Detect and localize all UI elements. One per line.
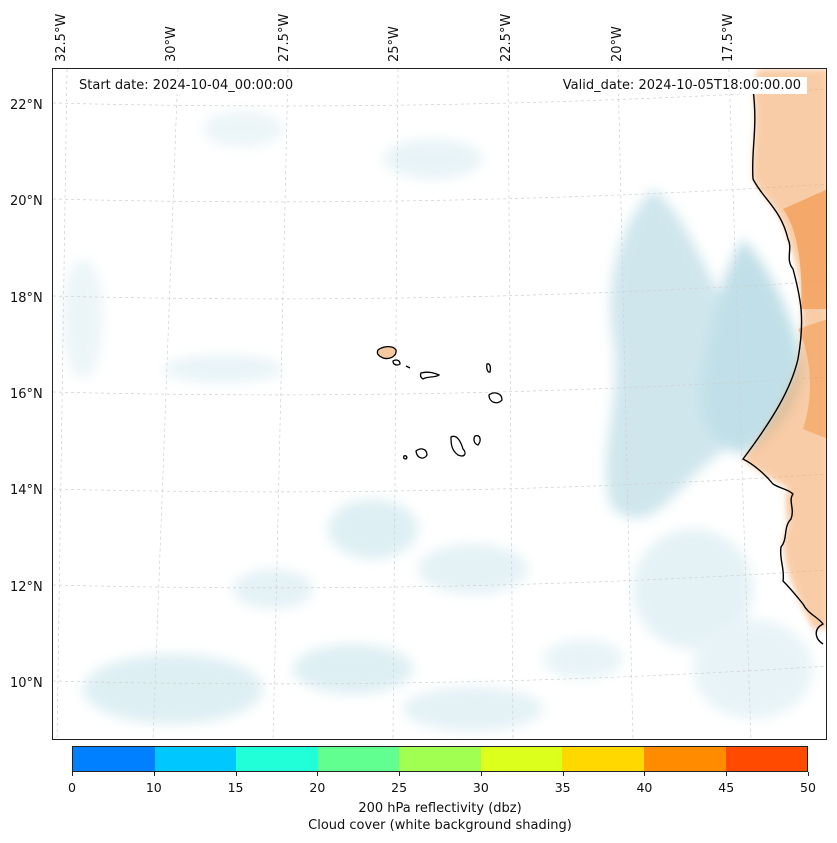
cloud-blob [633, 529, 753, 649]
island-fogo [415, 448, 428, 459]
colorbar-tick-label: 0 [68, 780, 76, 795]
lon-label-27-5w: 27.5°W [277, 13, 292, 62]
cloud-blob [83, 654, 263, 724]
colorbar-segment [317, 747, 400, 771]
lon-label-17-5w: 17.5°W [721, 13, 736, 62]
cloud-blob [693, 619, 813, 719]
colorbar-sublabel: Cloud cover (white background shading) [308, 818, 572, 833]
colorbar-segment [73, 747, 155, 771]
lon-label-25w: 25°W [387, 26, 402, 62]
colorbar-segment [399, 747, 481, 771]
start-date-label: Start date: 2024-10-04_00:00:00 [73, 77, 300, 94]
lat-label-10n: 10°N [10, 676, 43, 691]
colorbar-segment [236, 747, 318, 771]
colorbar-tick-label: 10 [145, 780, 162, 795]
valid-date-label: Valid_date: 2024-10-05T18:00:00.00 [556, 77, 807, 94]
island-boa-vista [488, 392, 503, 404]
map-canvas [53, 69, 826, 739]
cloud-blob [418, 544, 528, 594]
colorbar-tickmark [726, 772, 728, 776]
lon-label-20w: 20°W [610, 26, 625, 62]
island-sao-nicolau [419, 371, 441, 380]
colorbar-tick-label: 50 [800, 780, 816, 795]
gridlines [53, 69, 826, 739]
lat-label-18n: 18°N [10, 291, 43, 306]
lat-label-16n: 16°N [10, 387, 43, 402]
colorbar-tickmark [480, 772, 482, 776]
colorbar-segment [480, 747, 563, 771]
lat-label-12n: 12°N [10, 580, 43, 595]
cloud-blob [328, 499, 418, 559]
colorbar-segment [562, 747, 644, 771]
map-panel[interactable] [52, 68, 827, 740]
island-maio [473, 434, 481, 446]
colorbar-tickmark [399, 772, 401, 776]
lon-label-22-5w: 22.5°W [499, 13, 514, 62]
island-santo-antao [376, 345, 397, 360]
colorbar-label: 200 hPa reflectivity (dbz) [358, 801, 522, 816]
colorbar-tickmark [72, 772, 73, 776]
lat-label-22n: 22°N [10, 98, 43, 113]
cape-verde-islands [376, 345, 503, 460]
cloud-blob [203, 111, 283, 147]
cloud-blob [383, 139, 483, 179]
colorbar-segment [725, 747, 808, 771]
cloud-region-coast [700, 239, 803, 454]
colorbar-tick-label: 45 [718, 780, 735, 795]
colorbar-tickmark [317, 772, 319, 776]
cloud-blob [293, 644, 413, 694]
colorbar-tickmark [808, 772, 809, 776]
cloud-blob [163, 355, 283, 383]
colorbar-tick-label: 30 [472, 780, 489, 795]
lon-label-32-5w: 32.5°W [54, 13, 69, 62]
colorbar-tickmark [235, 772, 237, 776]
island-sal [486, 363, 492, 373]
colorbar-tick-label: 20 [309, 780, 326, 795]
cloud-blob [403, 687, 543, 731]
lat-label-20n: 20°N [10, 194, 43, 209]
colorbar-tickmark [644, 772, 646, 776]
colorbar-segment [643, 747, 726, 771]
cloud-blob [233, 569, 313, 609]
colorbar-segment [154, 747, 237, 771]
colorbar [72, 746, 808, 772]
colorbar-tickmark [153, 772, 155, 776]
island-santa-luzia [405, 365, 411, 369]
africa-land [741, 69, 826, 645]
lat-label-14n: 14°N [10, 483, 43, 498]
island-santiago [450, 435, 466, 457]
colorbar-tickmark [562, 772, 564, 776]
cloud-blob [543, 639, 623, 679]
cloud-shading [63, 111, 813, 731]
island-sao-vicente [392, 359, 401, 366]
lon-label-30w: 30°W [164, 26, 179, 62]
colorbar-tick-label: 15 [227, 780, 244, 795]
island-brava [402, 455, 408, 460]
colorbar-tick-label: 35 [554, 780, 571, 795]
colorbar-tick-label: 25 [391, 780, 408, 795]
cloud-blob [63, 259, 103, 379]
colorbar-tick-label: 40 [636, 780, 653, 795]
